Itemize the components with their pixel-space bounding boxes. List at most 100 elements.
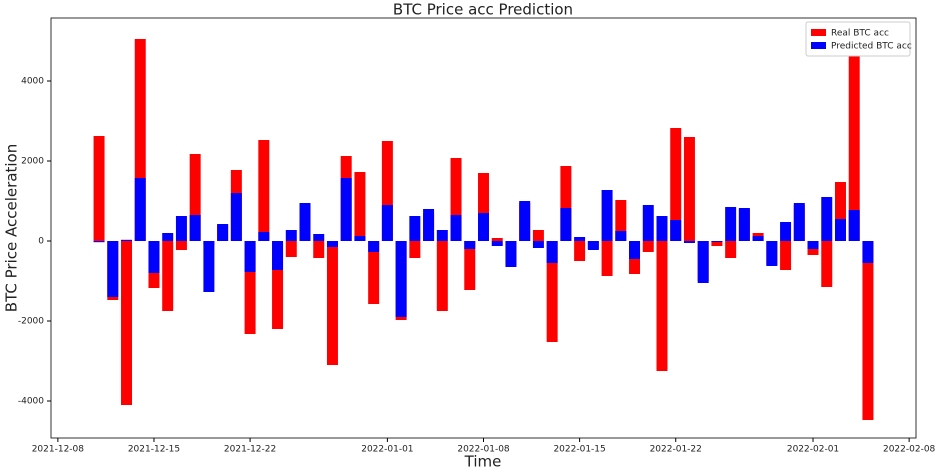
bar <box>574 241 586 261</box>
bar <box>203 241 215 292</box>
x-tick-label: 2022-01-01 <box>361 445 413 455</box>
bar <box>780 241 792 270</box>
bar <box>134 178 146 241</box>
y-tick-label: 0 <box>38 237 44 247</box>
bar <box>93 136 105 241</box>
x-tick-label: 2021-12-15 <box>128 445 180 455</box>
bar <box>683 241 695 243</box>
bar <box>601 241 613 276</box>
bar <box>670 220 682 241</box>
bar <box>464 241 476 249</box>
bar <box>285 241 297 257</box>
y-tick-label: -4000 <box>18 397 44 407</box>
y-axis-label: BTC Price Acceleration <box>3 144 21 312</box>
bar <box>134 39 146 241</box>
bar <box>189 215 201 241</box>
bar <box>725 207 737 241</box>
bar <box>175 241 187 250</box>
bar <box>683 137 695 241</box>
bar <box>821 197 833 241</box>
bar <box>505 241 517 267</box>
bar <box>519 201 531 241</box>
bar <box>532 241 544 248</box>
bar <box>546 241 558 263</box>
bar <box>766 241 778 266</box>
bar <box>272 241 284 270</box>
bar <box>162 241 174 311</box>
bar <box>368 241 380 252</box>
bar <box>478 213 489 241</box>
x-tick-label: 2022-02-08 <box>883 445 936 455</box>
bar <box>629 241 641 259</box>
bar <box>464 241 476 290</box>
bar <box>752 236 764 241</box>
bar <box>848 56 860 241</box>
bar <box>230 193 242 241</box>
bar <box>560 208 572 241</box>
x-tick-label: 2022-01-22 <box>650 445 702 455</box>
bar <box>587 241 599 250</box>
bar <box>793 203 805 241</box>
legend-box <box>805 21 911 57</box>
bar <box>862 241 874 420</box>
bar <box>821 241 833 287</box>
bar <box>121 241 133 405</box>
bar <box>725 241 737 258</box>
bar <box>450 158 462 241</box>
bar <box>807 241 819 249</box>
y-tick-label: 4000 <box>21 77 44 87</box>
bar <box>409 241 421 258</box>
bar <box>258 140 270 241</box>
y-tick-label: -2000 <box>18 317 44 327</box>
bar <box>615 231 627 241</box>
bar <box>313 241 325 258</box>
bar <box>834 219 846 241</box>
bar <box>326 241 338 247</box>
bar <box>615 200 627 241</box>
bar <box>546 241 558 342</box>
bar <box>326 241 338 365</box>
chart-title: BTC Price acc Prediction <box>393 1 573 19</box>
bar <box>532 230 544 241</box>
bar <box>148 241 160 273</box>
bar <box>272 241 284 329</box>
bar <box>834 182 846 241</box>
x-tick-label: 2022-01-08 <box>457 445 510 455</box>
x-tick-label: 2021-12-22 <box>224 445 276 455</box>
bar <box>848 210 860 241</box>
bar <box>340 178 352 241</box>
legend-swatch <box>811 29 826 36</box>
x-tick-label: 2022-02-01 <box>787 445 839 455</box>
bar <box>478 173 489 241</box>
y-tick-label: 2000 <box>21 157 44 167</box>
bar <box>381 205 393 241</box>
bar <box>711 241 723 246</box>
bar <box>189 154 201 241</box>
bar <box>780 222 792 241</box>
bar <box>560 166 572 241</box>
bar <box>381 141 393 241</box>
bar <box>175 216 187 241</box>
bar <box>244 241 256 334</box>
bar <box>574 237 586 241</box>
bar <box>409 216 421 241</box>
x-tick-label: 2022-01-15 <box>553 445 605 455</box>
bar <box>121 239 133 241</box>
bar <box>711 241 723 242</box>
bar <box>93 241 105 243</box>
bar <box>107 241 119 297</box>
bar <box>354 172 366 241</box>
bar <box>436 230 448 241</box>
bar <box>313 234 325 241</box>
bar <box>656 216 668 241</box>
bar <box>491 241 503 246</box>
bar <box>670 128 682 241</box>
bar <box>354 236 366 241</box>
x-axis-label: Time <box>464 453 502 471</box>
bar <box>642 241 654 252</box>
bar <box>450 215 462 241</box>
bar <box>258 232 270 241</box>
bar <box>491 238 503 241</box>
bar <box>217 224 229 241</box>
